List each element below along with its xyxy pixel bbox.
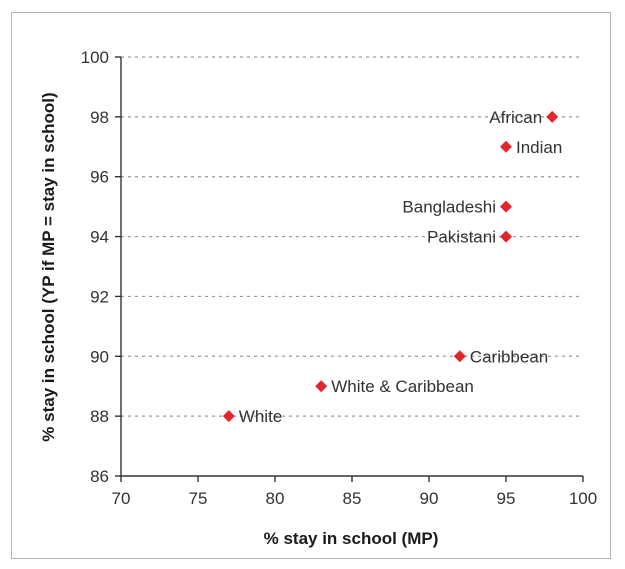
y-tick-label: 94 xyxy=(90,228,109,247)
x-tick-label: 95 xyxy=(497,489,516,508)
diamond-marker xyxy=(453,350,466,363)
x-tick-label: 75 xyxy=(189,489,208,508)
y-tick-label: 96 xyxy=(90,168,109,187)
data-point: African xyxy=(489,108,559,127)
data-point: Pakistani xyxy=(427,228,512,247)
point-label: African xyxy=(489,108,542,127)
point-label: Indian xyxy=(516,138,562,157)
x-tick-label: 70 xyxy=(112,489,131,508)
data-points: African Indian Bangladeshi Pakistani Caribbe… xyxy=(222,108,562,426)
y-axis-ticks: 86 88 90 92 94 96 98 100 xyxy=(81,48,121,486)
y-tick-label: 90 xyxy=(90,347,109,366)
point-label: White & Caribbean xyxy=(331,377,474,396)
data-point: White xyxy=(222,407,282,426)
grid-lines xyxy=(121,56,583,417)
data-point: White & Caribbean xyxy=(315,377,474,396)
y-tick-label: 98 xyxy=(90,108,109,127)
point-label: White xyxy=(239,407,282,426)
y-tick-label: 92 xyxy=(90,287,109,306)
x-axis-ticks: 70 75 80 85 90 95 100 xyxy=(112,476,597,508)
x-tick-label: 100 xyxy=(569,489,597,508)
data-point: Indian xyxy=(500,138,562,157)
x-tick-label: 85 xyxy=(343,489,362,508)
x-tick-label: 90 xyxy=(420,489,439,508)
y-tick-label: 100 xyxy=(81,48,109,67)
diamond-marker xyxy=(500,230,512,243)
x-tick-label: 80 xyxy=(266,489,285,508)
y-tick-label: 86 xyxy=(90,467,109,486)
diamond-marker xyxy=(546,110,559,123)
diamond-marker xyxy=(222,410,235,423)
data-point: Bangladeshi xyxy=(402,198,512,217)
point-label: Caribbean xyxy=(470,347,548,366)
diamond-marker xyxy=(315,380,328,393)
diamond-marker xyxy=(500,140,512,153)
diamond-marker xyxy=(500,200,512,213)
y-axis-title: % stay in school (YP if MP = stay in sch… xyxy=(39,92,58,441)
point-label: Bangladeshi xyxy=(402,198,496,217)
data-point: Caribbean xyxy=(453,347,548,366)
x-axis-title: % stay in school (MP) xyxy=(264,529,439,548)
chart-frame xyxy=(11,12,611,559)
y-tick-label: 88 xyxy=(90,407,109,426)
point-label: Pakistani xyxy=(427,228,496,247)
